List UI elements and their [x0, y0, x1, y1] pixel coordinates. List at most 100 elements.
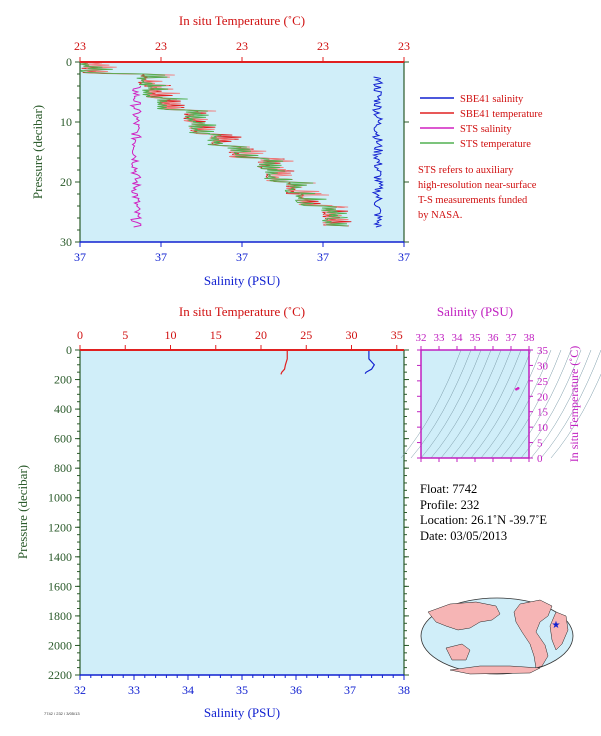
ts-diagram: 32 33 34 35 36 37 38 0 5 10 15 20 25 30 35 Salinity (P… [400, 304, 601, 465]
top-y-tick-label: 10 [60, 115, 72, 129]
ts-x-tick-label: 37 [506, 332, 518, 344]
top-temp-tick-label: 23 [155, 39, 167, 53]
bottom-sal-tick-label: 37 [344, 683, 356, 697]
map-landmass-americas [513, 599, 553, 669]
bottom-temp-tick-label: 0 [77, 328, 83, 342]
bottom-y-tick-label: 1400 [48, 550, 72, 564]
ts-plot-background [421, 350, 529, 458]
float-number: Float: 7742 [420, 482, 478, 496]
top-y-tick-label: 30 [60, 235, 72, 249]
sts-note: STS refers to auxiliary high-resolution … [418, 163, 536, 223]
bottom-y-tick-label: 1200 [48, 520, 72, 534]
bottom-y-tick-label: 2000 [48, 638, 72, 652]
bottom-pressure-axis-label: Pressure (decibar) [15, 465, 30, 559]
ts-isopycnal [530, 349, 592, 459]
ts-isopycnal [510, 349, 572, 459]
top-sal-tick-label: 37 [155, 250, 167, 264]
top-y-tick-label: 20 [60, 175, 72, 189]
ts-salinity-axis-label: Salinity (PSU) [437, 304, 513, 319]
footer-id: 7742 / 232 / 3/05/13 [44, 711, 80, 716]
top-data-layer [80, 61, 384, 228]
bottom-sal-tick-label: 33 [128, 683, 140, 697]
bottom-y-tick-label: 0 [66, 343, 72, 357]
bottom-sal-tick-label: 32 [74, 683, 86, 697]
map-float-marker-icon: ★ [552, 620, 561, 631]
ts-isopycnal [450, 349, 512, 459]
ts-y-tick-label: 0 [537, 453, 543, 465]
ts-tick-layer: 32 33 34 35 36 37 38 0 5 10 15 20 25 30 35 [416, 332, 549, 465]
top-sts-temperature-trace [80, 61, 349, 227]
ts-y-tick-label: 15 [537, 407, 549, 419]
bottom-sal-tick-label: 34 [182, 683, 194, 697]
note-line-1: STS refers to auxiliary [418, 165, 514, 176]
map-landmass-australia [445, 643, 471, 661]
bottom-y-tick-label: 400 [54, 402, 72, 416]
top-sal-tick-label: 37 [236, 250, 248, 264]
note-line-3: T-S measurements funded [418, 195, 528, 206]
bottom-salinity-axis-label: Salinity (PSU) [204, 705, 280, 720]
map-landmass-antarctica [449, 665, 541, 675]
ts-y-tick-label: 25 [537, 376, 549, 388]
ts-density-contours [400, 349, 601, 459]
legend-label-sts-temperature: STS temperature [460, 139, 531, 150]
top-sbe41-salinity-trace [371, 76, 384, 228]
bottom-y-tick-label: 600 [54, 432, 72, 446]
ts-x-tick-label: 36 [488, 332, 500, 344]
world-map: ★ [420, 597, 574, 675]
top-sal-tick-label: 37 [317, 250, 329, 264]
note-line-2: high-resolution near-surface [418, 180, 537, 191]
ts-isopycnal [440, 349, 502, 459]
ts-isopycnal [550, 373, 601, 459]
bottom-sal-tick-label: 35 [236, 683, 248, 697]
bottom-temp-tick-label: 35 [391, 328, 403, 342]
legend-label-sbe41-temperature: SBE41 temperature [460, 109, 543, 120]
float-location: Location: 26.1˚N -39.7˚E [420, 513, 548, 527]
bottom-temp-tick-label: 5 [122, 328, 128, 342]
ts-isopycnal [470, 349, 532, 459]
ts-x-tick-label: 38 [524, 332, 536, 344]
ts-x-tick-label: 33 [434, 332, 446, 344]
float-info: Float: 7742 Profile: 232 Location: 26.1˚… [420, 482, 547, 544]
bottom-y-tick-label: 1600 [48, 579, 72, 593]
top-tick-layer: 0 10 20 30 23 23 23 23 23 37 37 37 37 37 [60, 39, 410, 264]
note-line-4: by NASA. [418, 210, 463, 221]
top-temp-tick-label: 23 [398, 39, 410, 53]
ts-y-tick-label: 35 [537, 345, 549, 357]
top-y-tick-label: 0 [66, 55, 72, 69]
ts-y-tick-label: 20 [537, 391, 549, 403]
ts-isopycnal [460, 349, 522, 459]
bottom-y-tick-label: 2200 [48, 668, 72, 682]
ts-isopycnal [430, 349, 492, 459]
legend-label-sbe41-salinity: SBE41 salinity [460, 94, 524, 105]
bottom-y-tick-label: 200 [54, 373, 72, 387]
legend-label-sts-salinity: STS salinity [460, 124, 512, 135]
ts-isopycnal [480, 349, 542, 459]
top-panel: 0 10 20 30 23 23 23 23 23 37 37 37 37 37 In situ Temp… [30, 13, 410, 288]
ts-x-tick-label: 34 [452, 332, 464, 344]
profile-number: Profile: 232 [420, 497, 480, 512]
map-landmass-eurasia [427, 601, 501, 631]
top-salinity-axis-label: Salinity (PSU) [204, 273, 280, 288]
top-temp-tick-label: 23 [317, 39, 329, 53]
top-sal-tick-label: 37 [398, 250, 410, 264]
top-temp-tick-label: 23 [74, 39, 86, 53]
ts-temperature-axis-label: In situ Temperature (˚C) [567, 346, 581, 463]
ts-y-tick-label: 30 [537, 360, 549, 372]
ts-isopycnal [500, 349, 562, 459]
ts-isopycnal [410, 349, 472, 459]
ts-y-tick-label: 10 [537, 422, 549, 434]
bottom-panel: 0200400600800100012001400160018002000220… [15, 304, 410, 720]
top-sts-salinity-trace [129, 85, 143, 228]
top-pressure-axis-label: Pressure (decibar) [30, 105, 45, 199]
bottom-temp-tick-label: 30 [346, 328, 358, 342]
bottom-temperature-profile [280, 350, 288, 375]
bottom-y-tick-label: 800 [54, 461, 72, 475]
ts-x-tick-label: 35 [470, 332, 482, 344]
ts-point [515, 387, 518, 391]
bottom-temp-tick-label: 15 [210, 328, 222, 342]
profile-date: Date: 03/05/2013 [420, 528, 508, 543]
bottom-y-tick-label: 1800 [48, 609, 72, 623]
ts-data-layer [515, 386, 520, 391]
bottom-sal-tick-label: 36 [290, 683, 302, 697]
